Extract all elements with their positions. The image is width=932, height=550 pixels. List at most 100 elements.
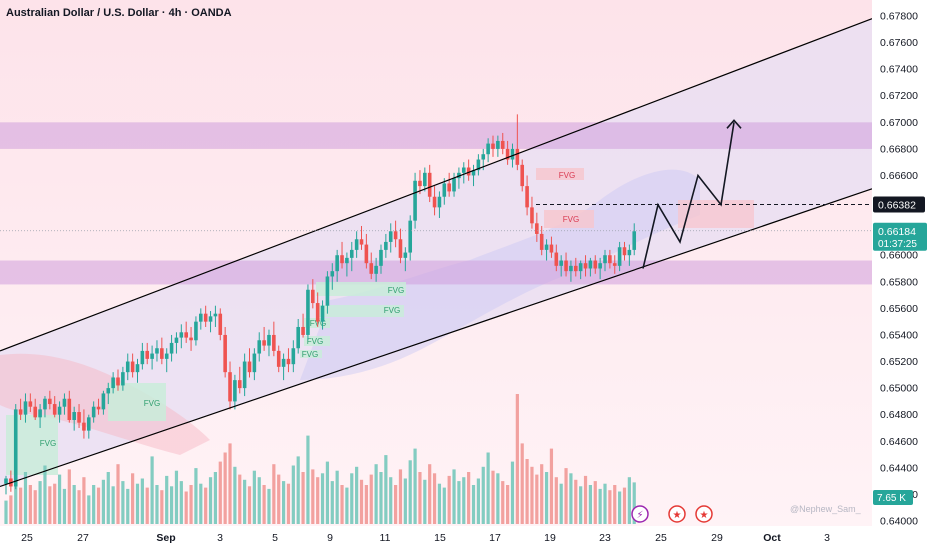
- candle-body[interactable]: [43, 398, 47, 410]
- candle-body[interactable]: [291, 348, 296, 365]
- candle-body[interactable]: [354, 239, 359, 250]
- candle-body[interactable]: [471, 170, 476, 176]
- candle-body[interactable]: [349, 249, 354, 258]
- candle-body[interactable]: [466, 167, 471, 176]
- candle-body[interactable]: [194, 321, 198, 341]
- candle-body[interactable]: [379, 249, 383, 266]
- candle-body[interactable]: [233, 380, 237, 402]
- candle-body[interactable]: [203, 313, 208, 322]
- candle-body[interactable]: [330, 271, 335, 277]
- candle-body[interactable]: [345, 257, 349, 264]
- candle-body[interactable]: [116, 377, 120, 386]
- candle-body[interactable]: [184, 332, 188, 338]
- candle-body[interactable]: [554, 252, 559, 266]
- candle-body[interactable]: [286, 358, 291, 365]
- candle-body[interactable]: [569, 265, 573, 272]
- candle-body[interactable]: [228, 372, 232, 402]
- candle-body[interactable]: [208, 316, 213, 322]
- candle-body[interactable]: [573, 265, 578, 272]
- candle-body[interactable]: [96, 406, 101, 410]
- candle-body[interactable]: [535, 223, 539, 234]
- candle-body[interactable]: [510, 148, 515, 160]
- candle-body[interactable]: [199, 313, 203, 322]
- candle-body[interactable]: [52, 404, 57, 415]
- candle-body[interactable]: [48, 398, 52, 405]
- candle-body[interactable]: [311, 289, 315, 304]
- candle-body[interactable]: [189, 337, 193, 341]
- candle-body[interactable]: [427, 172, 432, 197]
- candle-body[interactable]: [608, 255, 612, 264]
- candle-body[interactable]: [140, 350, 145, 365]
- candle-body[interactable]: [393, 231, 398, 240]
- candle-body[interactable]: [515, 148, 520, 165]
- candle-body[interactable]: [617, 247, 622, 266]
- candle-body[interactable]: [520, 164, 525, 187]
- candle-body[interactable]: [500, 140, 505, 149]
- candle-body[interactable]: [135, 364, 140, 373]
- candle-body[interactable]: [247, 361, 252, 373]
- candle-body[interactable]: [603, 255, 607, 264]
- candle-body[interactable]: [62, 398, 67, 407]
- candle-body[interactable]: [544, 244, 549, 250]
- candle-body[interactable]: [461, 167, 466, 173]
- candle-body[interactable]: [364, 244, 369, 264]
- candle-body[interactable]: [622, 247, 627, 256]
- candle-body[interactable]: [403, 252, 408, 258]
- candle-body[interactable]: [325, 276, 330, 306]
- candle-body[interactable]: [125, 361, 130, 373]
- candle-body[interactable]: [91, 406, 96, 418]
- candle-body[interactable]: [481, 154, 486, 160]
- candle-body[interactable]: [340, 255, 344, 264]
- candle-body[interactable]: [315, 303, 320, 322]
- candle-body[interactable]: [272, 334, 276, 351]
- candle-body[interactable]: [174, 337, 179, 343]
- candle-body[interactable]: [496, 140, 500, 149]
- candle-body[interactable]: [130, 361, 135, 373]
- candle-body[interactable]: [262, 340, 266, 346]
- candle-body[interactable]: [155, 348, 159, 354]
- candle-body[interactable]: [418, 180, 422, 187]
- candle-body[interactable]: [369, 263, 374, 274]
- channel-lower-line[interactable]: [0, 188, 873, 488]
- candle-body[interactable]: [57, 406, 62, 415]
- candle-body[interactable]: [388, 231, 393, 242]
- candle-body[interactable]: [398, 239, 403, 258]
- candle-body[interactable]: [437, 196, 442, 208]
- candle-body[interactable]: [77, 412, 81, 423]
- candle-body[interactable]: [218, 313, 223, 335]
- candle-body[interactable]: [452, 178, 456, 192]
- us-flag-event-icon[interactable]: [668, 505, 686, 523]
- candle-body[interactable]: [632, 231, 637, 250]
- candle-body[interactable]: [4, 478, 8, 484]
- candle-body[interactable]: [408, 220, 413, 253]
- lightning-event-icon[interactable]: [631, 505, 649, 523]
- candle-body[interactable]: [257, 340, 262, 354]
- candle-body[interactable]: [423, 172, 427, 187]
- candle-body[interactable]: [539, 233, 544, 250]
- candle-body[interactable]: [160, 348, 164, 359]
- candle-body[interactable]: [491, 143, 495, 149]
- candle-body[interactable]: [169, 342, 174, 354]
- candle-body[interactable]: [67, 398, 72, 420]
- candle-body[interactable]: [486, 143, 490, 155]
- candle-body[interactable]: [179, 332, 184, 338]
- candle-body[interactable]: [612, 263, 617, 266]
- candle-body[interactable]: [18, 409, 23, 415]
- candle-body[interactable]: [374, 265, 378, 274]
- candle-body[interactable]: [447, 183, 451, 192]
- candle-body[interactable]: [276, 350, 281, 367]
- candle-body[interactable]: [121, 372, 125, 386]
- candle-body[interactable]: [23, 401, 28, 415]
- candle-body[interactable]: [242, 361, 247, 389]
- candle-body[interactable]: [296, 326, 300, 349]
- candle-body[interactable]: [252, 353, 257, 373]
- candle-body[interactable]: [335, 255, 339, 272]
- candle-body[interactable]: [384, 241, 388, 250]
- candle-body[interactable]: [82, 422, 86, 431]
- candle-body[interactable]: [213, 313, 218, 317]
- candle-body[interactable]: [549, 244, 554, 253]
- candle-body[interactable]: [150, 353, 154, 359]
- candle-body[interactable]: [72, 412, 76, 420]
- candle-body[interactable]: [593, 260, 598, 269]
